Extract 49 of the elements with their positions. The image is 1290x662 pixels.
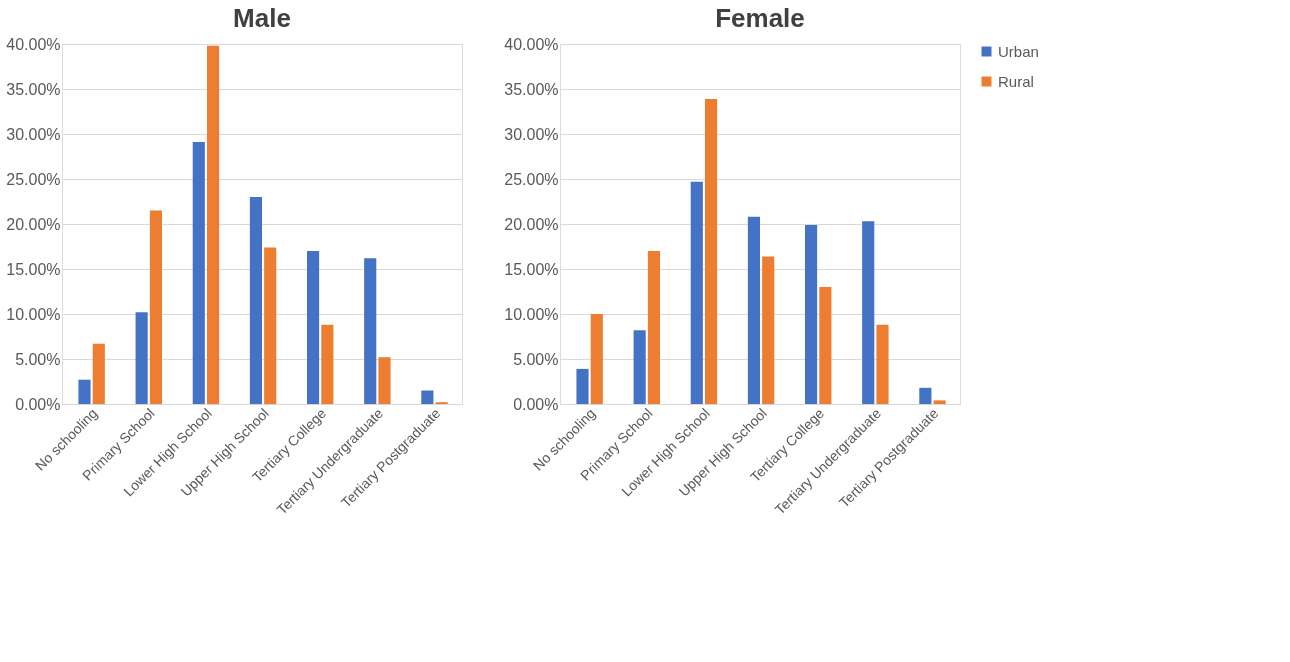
y-tick-label: 0.00% xyxy=(513,395,559,413)
bar xyxy=(862,221,875,404)
legend-label: Rural xyxy=(998,72,1034,90)
bar xyxy=(249,197,262,404)
y-tick-label: 0.00% xyxy=(15,395,61,413)
bar xyxy=(690,181,703,404)
y-tick-label: 20.00% xyxy=(504,215,559,233)
bar xyxy=(576,368,589,404)
bar xyxy=(933,400,946,404)
y-tick-label: 10.00% xyxy=(504,305,559,323)
bar xyxy=(747,216,760,404)
y-tick-label: 35.00% xyxy=(504,80,559,98)
y-tick-label: 40.00% xyxy=(504,35,559,53)
legend-label: Urban xyxy=(998,42,1039,60)
y-tick-label: 10.00% xyxy=(6,305,61,323)
bar xyxy=(762,256,775,404)
bar xyxy=(92,343,105,404)
bar xyxy=(207,45,220,404)
y-tick-label: 30.00% xyxy=(504,125,559,143)
y-tick-label: 40.00% xyxy=(6,35,61,53)
bar xyxy=(378,357,391,404)
bar xyxy=(919,387,932,404)
bar xyxy=(705,98,718,404)
y-tick-label: 15.00% xyxy=(504,260,559,278)
chart-title: Female xyxy=(715,3,805,33)
y-tick-label: 35.00% xyxy=(6,80,61,98)
bar xyxy=(633,330,646,404)
bar xyxy=(421,390,434,404)
bar xyxy=(321,324,334,404)
bar xyxy=(135,312,148,404)
bar xyxy=(876,324,889,404)
bar xyxy=(805,224,818,404)
bar xyxy=(78,379,91,404)
y-tick-label: 25.00% xyxy=(6,170,61,188)
bar xyxy=(590,314,603,404)
y-tick-label: 25.00% xyxy=(504,170,559,188)
bar xyxy=(364,258,377,404)
y-tick-label: 15.00% xyxy=(6,260,61,278)
bar xyxy=(264,247,277,404)
y-tick-label: 20.00% xyxy=(6,215,61,233)
y-tick-label: 5.00% xyxy=(513,350,559,368)
y-tick-label: 30.00% xyxy=(6,125,61,143)
bar xyxy=(819,287,832,404)
y-tick-label: 5.00% xyxy=(15,350,61,368)
bar xyxy=(149,210,162,404)
bar xyxy=(647,251,660,404)
chart-title: Male xyxy=(233,3,291,33)
bar xyxy=(307,251,320,404)
bar xyxy=(192,142,205,404)
